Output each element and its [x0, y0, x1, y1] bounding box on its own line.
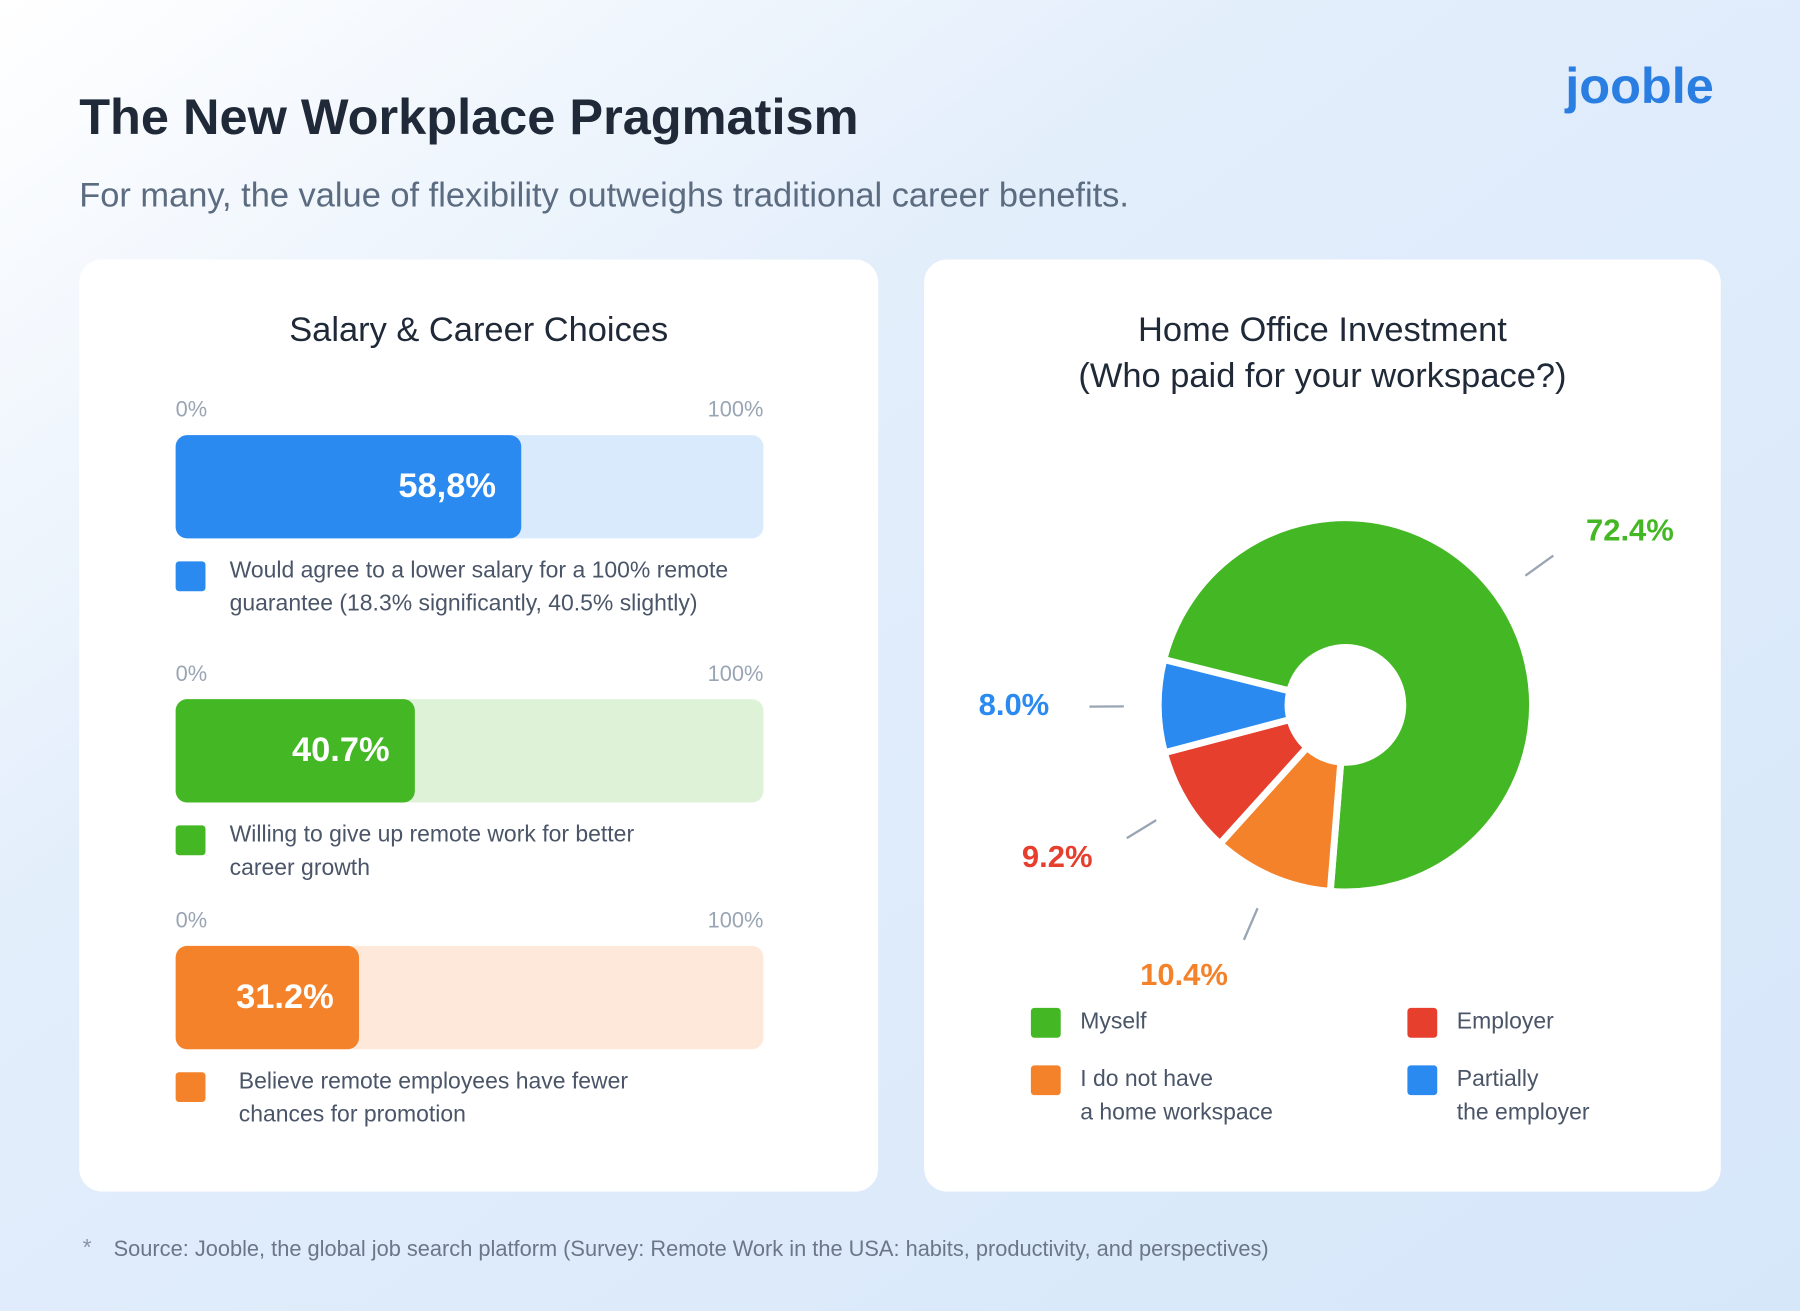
value-label: 58,8% [398, 467, 496, 505]
chart-title-box: Salary & Career Choices [289, 311, 669, 349]
x-tick-label: 0% [176, 908, 208, 933]
legend-swatch [1407, 1007, 1438, 1038]
x-tick-label: 100% [708, 397, 764, 422]
legend-label: Employer [1456, 1009, 1554, 1035]
legend-label: Willing to give up remote work for bette… [229, 821, 635, 881]
pie-slice [1160, 514, 1536, 896]
value-label: 8.0% [979, 687, 1050, 722]
value-label: 10.4% [1140, 957, 1228, 992]
chart-title-box: Home Office Investment (Who paid for you… [1078, 311, 1567, 395]
legend-swatch [175, 1072, 206, 1103]
legend-label-box: Myself [1080, 1009, 1147, 1035]
page-title: The New Workplace Pragmatism [79, 88, 858, 145]
legend-label-box: Employer [1456, 1009, 1554, 1035]
bar [175, 945, 360, 1050]
legend-label: Partially the employer [1456, 1066, 1590, 1126]
bar [175, 435, 522, 539]
x-tick-label: 100% [708, 661, 764, 686]
leader-line [1242, 907, 1259, 941]
value-label: 40.7% [292, 731, 390, 769]
value-label: 31.2% [236, 978, 334, 1016]
legend-swatch [1030, 1065, 1061, 1096]
page-subtitle: For many, the value of flexibility outwe… [79, 177, 1129, 215]
x-tick-label: 0% [176, 397, 208, 422]
value-label: 72.4% [1586, 512, 1674, 547]
legend-swatch [175, 825, 206, 856]
footnote: Source: Jooble, the global job search pl… [114, 1236, 1269, 1261]
card [924, 259, 1721, 1192]
legend-label: Would agree to a lower salary for a 100%… [229, 557, 729, 617]
pie-slice [1154, 656, 1294, 757]
legend-swatch [1407, 1065, 1438, 1096]
legend-label: I do not have a home workspace [1080, 1066, 1273, 1126]
x-tick-label: 100% [708, 908, 764, 933]
legend-label: Myself [1080, 1009, 1147, 1035]
leader-line [1524, 554, 1555, 577]
legend-label-box: Partially the employer [1456, 1066, 1590, 1126]
legend-swatch [1030, 1007, 1061, 1038]
chart-title: Home Office Investment (Who paid for you… [1078, 311, 1567, 395]
legend-label-box: I do not have a home workspace [1080, 1066, 1273, 1126]
legend-label-box: Willing to give up remote work for bette… [229, 821, 635, 881]
chart-title: Salary & Career Choices [289, 311, 669, 349]
footnote-marker: * [83, 1234, 92, 1260]
pie-slice [1216, 744, 1345, 895]
value-label: 9.2% [1022, 839, 1093, 874]
legend-label-box: Would agree to a lower salary for a 100%… [229, 557, 729, 617]
bar [175, 699, 415, 803]
legend-label: Believe remote employees have fewer chan… [238, 1068, 629, 1128]
legend-label-box: Believe remote employees have fewer chan… [238, 1068, 629, 1128]
leader-line [1126, 819, 1157, 840]
legend-swatch [175, 561, 206, 592]
x-tick-label: 0% [176, 661, 208, 686]
logo: jooble [1564, 57, 1714, 114]
